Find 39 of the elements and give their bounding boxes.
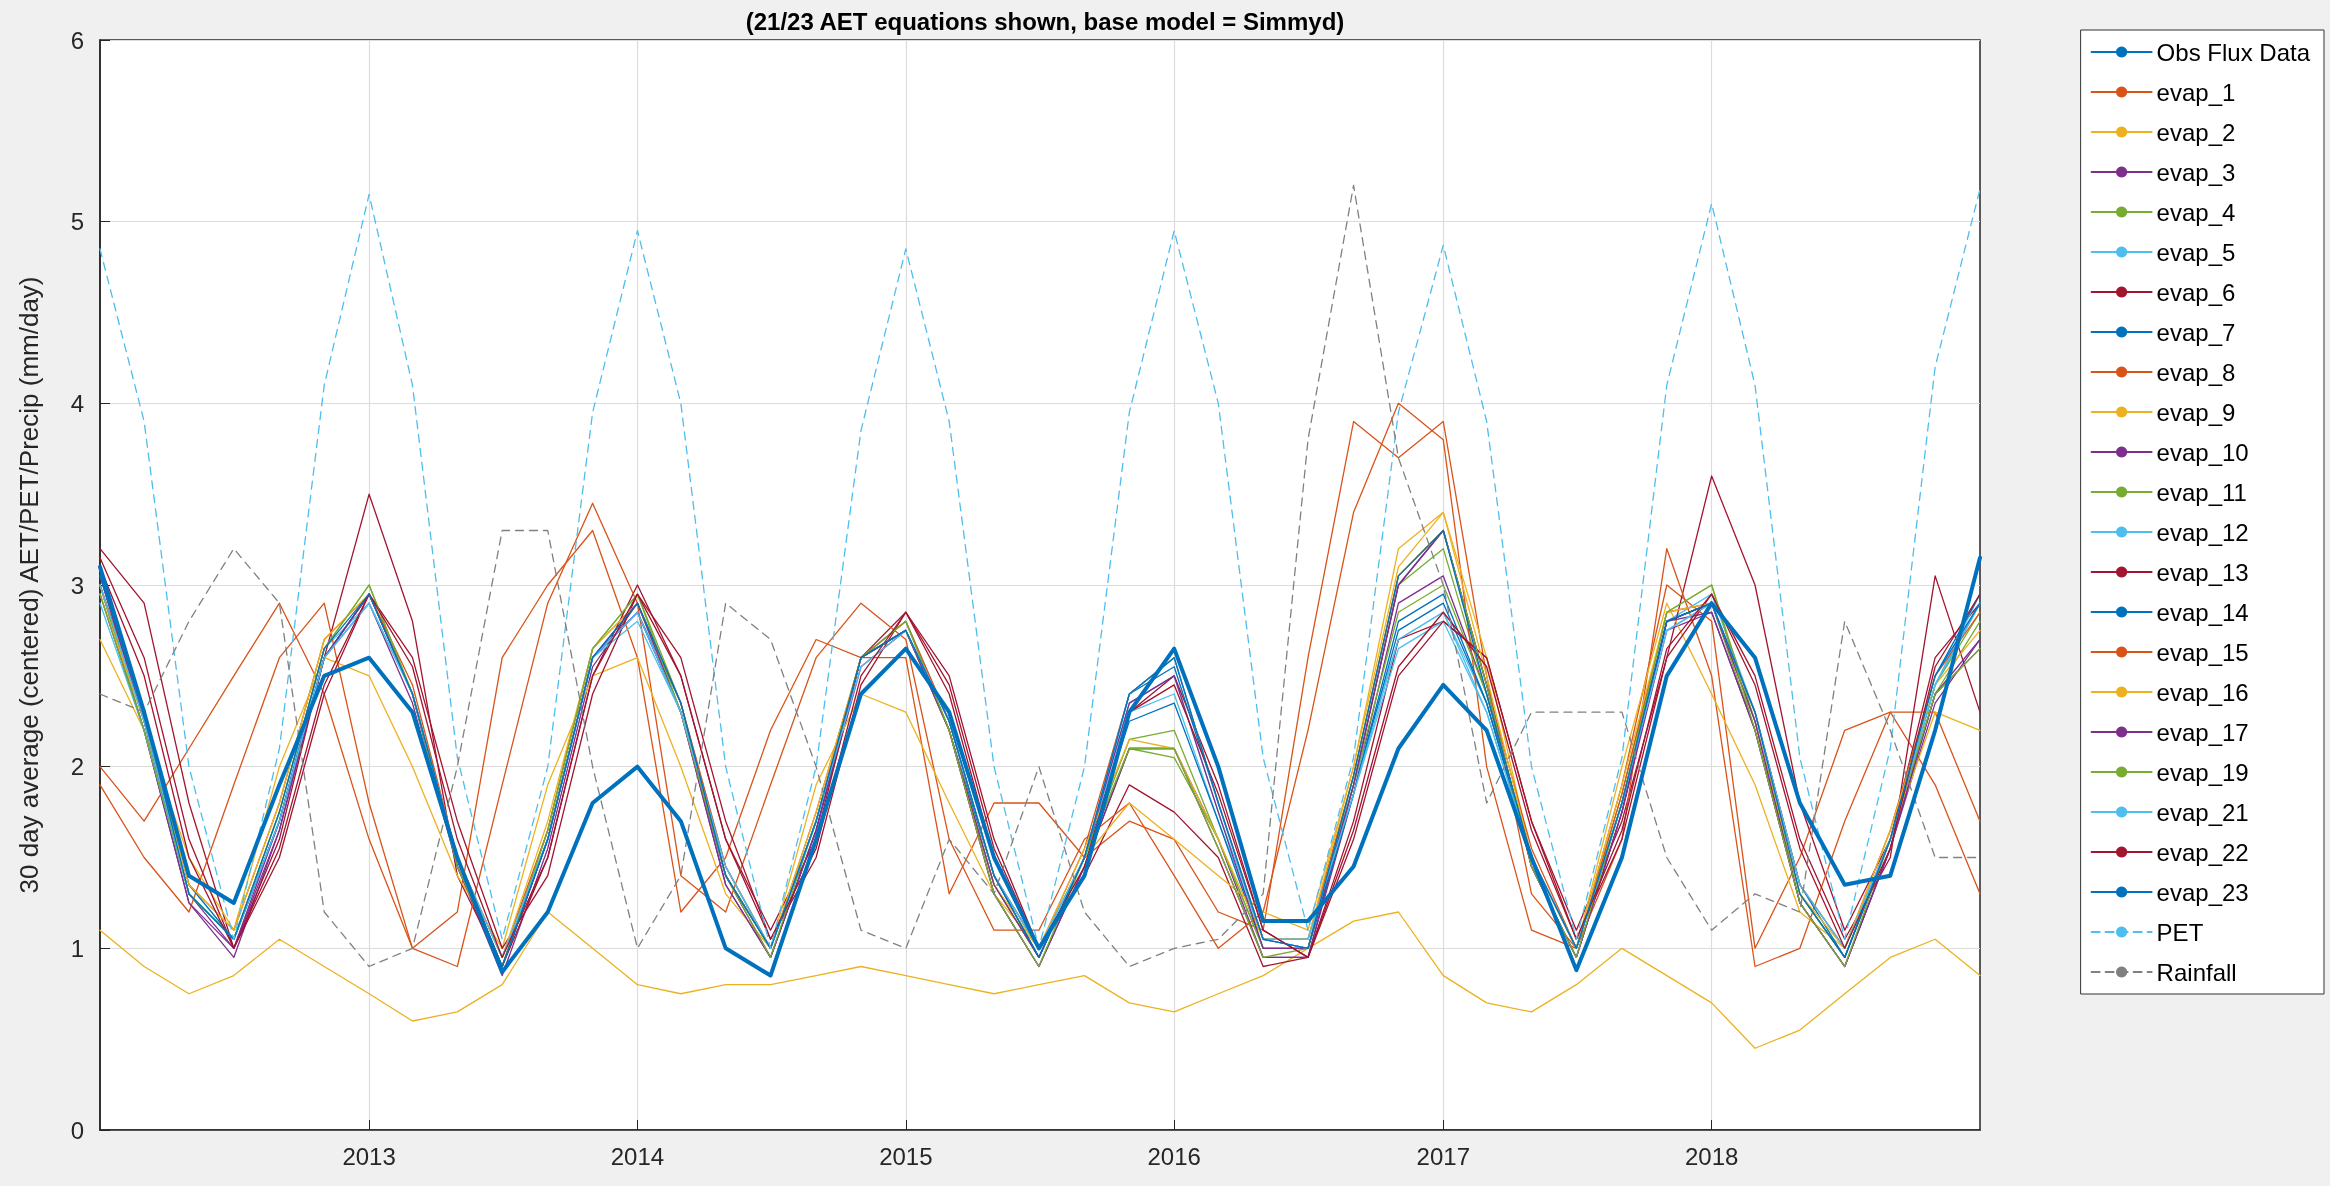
legend-label: evap_10 [2156, 438, 2249, 466]
legend-label: evap_21 [2156, 798, 2249, 826]
legend-label: evap_17 [2156, 718, 2249, 746]
legend-label: evap_1 [2156, 78, 2236, 106]
legend-label: evap_14 [2156, 598, 2249, 626]
legend-label: evap_13 [2156, 558, 2249, 586]
legend-label: Obs Flux Data [2156, 38, 2311, 66]
legend-label: evap_9 [2156, 398, 2236, 426]
y-tick-label: 3 [70, 571, 84, 599]
legend-label: evap_16 [2156, 678, 2249, 706]
legend-label: evap_19 [2156, 758, 2249, 786]
legend-label: PET [2156, 918, 2204, 946]
x-tick-label: 2014 [610, 1142, 665, 1170]
legend-label: evap_3 [2156, 158, 2236, 186]
legend-label: evap_15 [2156, 638, 2249, 666]
y-tick-label: 0 [70, 1116, 84, 1144]
y-axis-title: 30 day average (centered) AET/PET/Precip (mm/day) [14, 276, 44, 894]
legend-label: Rainfall [2156, 958, 2237, 986]
y-tick-label: 2 [70, 753, 84, 781]
x-tick-label: 2013 [342, 1142, 396, 1170]
legend-label: evap_22 [2156, 838, 2249, 866]
y-tick-label: 4 [70, 389, 84, 417]
legend-label: evap_6 [2156, 278, 2236, 306]
y-tick-label: 5 [70, 208, 84, 236]
legend-label: evap_2 [2156, 118, 2236, 146]
x-tick-label: 2017 [1416, 1142, 1470, 1170]
y-tick-label: 1 [70, 934, 84, 962]
legend-label: evap_7 [2156, 318, 2236, 346]
legend-label: evap_23 [2156, 878, 2249, 906]
legend-label: evap_11 [2156, 478, 2247, 506]
x-tick-label: 2018 [1684, 1142, 1739, 1170]
chart-title: (21/23 AET equations shown, base model = Simmyd) [745, 7, 1345, 35]
x-tick-label: 2016 [1147, 1142, 1201, 1170]
legend-label: evap_8 [2156, 358, 2236, 386]
legend-label: evap_12 [2156, 518, 2249, 546]
legend-label: evap_4 [2156, 198, 2236, 226]
x-tick-label: 2015 [879, 1142, 933, 1170]
legend-label: evap_5 [2156, 238, 2236, 266]
y-tick-label: 6 [70, 26, 84, 54]
